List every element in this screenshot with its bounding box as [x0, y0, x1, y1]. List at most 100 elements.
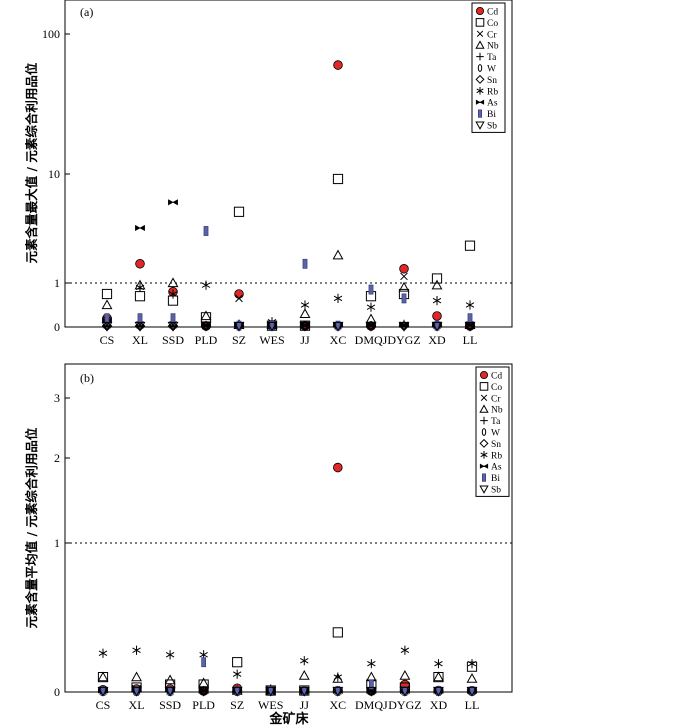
b-legend-marker-Ta: [480, 416, 488, 425]
a-point-Sb-XL: [134, 321, 146, 332]
b-point-Rb-XC: [333, 672, 343, 682]
panel-b-ylabel: 元素含量平均值 / 元素综合利用品位: [24, 427, 39, 628]
a-xtick-label-DMQJ: DMQJ: [355, 333, 388, 347]
a-series-W: [104, 321, 473, 331]
a-point-Sb-SSD: [167, 321, 179, 332]
a-xtick-label-SSD: SSD: [162, 333, 184, 347]
b-legend-marker-Cr: [480, 394, 488, 402]
a-xtick-label-CS: CS: [100, 333, 115, 347]
b-point-Nb-DYGZ: [399, 669, 411, 680]
a-point-Rb-XD: [432, 296, 442, 306]
a-point-Cr-SZ: [235, 294, 243, 303]
b-point-Sb-LL: [466, 686, 478, 697]
b-point-Sb-XC: [332, 686, 344, 697]
a-legend-marker-Rb: [476, 87, 484, 95]
b-ytick-label-3: 3: [54, 391, 60, 405]
b-legend-marker-Sn: [479, 438, 489, 448]
a-point-Cd-SZ: [234, 289, 244, 299]
a-legend-marker-W: [477, 64, 483, 72]
b-point-Sb-CS: [97, 686, 109, 697]
a-series-Rb: [102, 280, 475, 330]
a-point-Sb-LL: [464, 321, 476, 332]
a-point-Co-CS: [101, 288, 113, 300]
a-point-Bi-PLD: [203, 226, 209, 236]
b-point-Sb-SSD: [164, 686, 176, 697]
b-ytick-label-2: 2: [54, 451, 60, 465]
b-series-Sb: [97, 686, 478, 697]
b-point-Bi-DMQJ: [368, 679, 374, 690]
panel-a-ylabel: 元素含量最大值 / 元素综合利用品位: [24, 62, 39, 263]
a-xtick-label-XD: XD: [428, 333, 446, 347]
a-xtick-label-DYGZ: DYGZ: [387, 333, 420, 347]
b-point-Sb-XL: [131, 686, 142, 697]
b-legend-label-Bi: Bi: [491, 474, 500, 484]
a-legend-marker-Cd: [475, 6, 485, 16]
b-point-Sb-WES: [265, 686, 277, 697]
a-legend-marker-Co: [475, 18, 485, 27]
a-legend-label-Sb: Sb: [487, 122, 497, 132]
b-series-Cd: [98, 462, 477, 696]
b-point-Sb-SZ: [231, 686, 243, 697]
a-point-Sb-WES: [266, 321, 278, 332]
b-point-Cd-XC: [333, 462, 343, 473]
a-ytick-label-0: 0: [54, 320, 60, 334]
panel-a: 0 1 10 100 CS XL SSD PLD SZ WES JJ XC DMQJ DYGZ XD LL Cd…: [42, 2, 512, 347]
b-point-Rb-XD: [434, 659, 443, 669]
a-point-Co-SZ: [233, 206, 245, 217]
a-point-Nb-XD: [431, 279, 443, 290]
a-point-Co-XC: [332, 173, 344, 185]
a-legend-label-Rb: Rb: [487, 87, 498, 97]
b-xtick-label-XD: XD: [430, 698, 448, 712]
b-xtick-label-XC: XC: [329, 698, 346, 712]
a-point-Cd-XD: [432, 311, 442, 321]
a-point-Rb-LL: [465, 300, 475, 310]
b-point-Rb-DMQJ: [367, 659, 376, 669]
a-point-Sb-CS: [101, 321, 113, 332]
b-legend-label-Cd: Cd: [491, 372, 502, 382]
a-legend-label-Nb: Nb: [487, 42, 499, 52]
a-point-Rb-DMQJ: [366, 302, 376, 312]
a-point-Sb-XC: [332, 321, 344, 332]
b-ytick-label-0: 0: [54, 685, 60, 699]
b-xtick-label-SSD: SSD: [159, 698, 181, 712]
a-xtick-label-JJ: JJ: [300, 333, 310, 347]
b-series-Ta: [98, 686, 477, 696]
b-point-Nb-CS: [97, 671, 109, 682]
panel-a-label: (a): [80, 5, 93, 19]
a-point-Cd-DYGZ: [399, 264, 409, 274]
b-point-Sb-JJ: [298, 686, 310, 697]
a-legend-label-Co: Co: [487, 19, 498, 29]
a-xtick-label-LL: LL: [463, 333, 478, 347]
b-legend-marker-Bi: [481, 473, 487, 482]
b-point-Nb-SSD: [164, 674, 176, 685]
a-point-Bi-XL: [137, 313, 143, 324]
b-legend-marker-Rb: [480, 451, 488, 459]
a-point-Cr-DYGZ: [400, 272, 408, 281]
a-ytick-label-3: 100: [42, 27, 60, 41]
a-legend-marker-Sb: [475, 121, 485, 130]
a-series-Ta: [102, 321, 475, 331]
a-point-Sb-XD: [431, 321, 443, 332]
a-series-Cd: [102, 60, 475, 331]
b-xtick-label-PLD: PLD: [192, 698, 215, 712]
a-legend-label-Cd: Cd: [487, 8, 498, 18]
b-legend-label-Nb: Nb: [491, 406, 503, 416]
a-point-Nb-PLD: [200, 310, 212, 321]
b-series-Nb: [97, 669, 478, 695]
a-point-Rb-PLD: [201, 280, 211, 290]
a-legend-label-As: As: [487, 99, 498, 109]
a-point-As-XL: [135, 224, 145, 231]
a-point-Co-LL: [464, 240, 476, 251]
a-point-Nb-JJ: [299, 308, 311, 318]
b-point-Rb-DYGZ: [400, 645, 410, 655]
b-xtick-label-XL: XL: [129, 698, 145, 712]
b-point-Sb-DYGZ: [399, 686, 411, 697]
panel-b-xlabel: 金矿床: [268, 711, 309, 727]
b-point-Co-SZ: [232, 657, 243, 668]
a-point-Bi-LL: [467, 313, 473, 324]
b-series-Co: [97, 627, 478, 696]
a-point-Sb-DMQJ: [365, 321, 377, 332]
a-point-Nb-CS: [101, 299, 113, 310]
b-point-Rb-LL: [467, 659, 477, 669]
